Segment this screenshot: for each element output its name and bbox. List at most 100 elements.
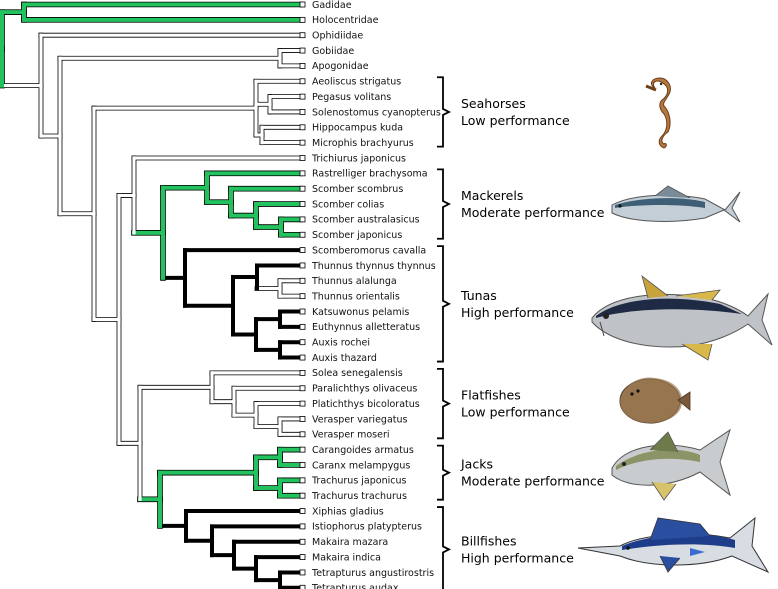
group-performance: Moderate performance — [461, 474, 605, 489]
tip-marker — [299, 293, 306, 300]
taxon-label: Paralichthys olivaceus — [312, 384, 417, 395]
tip-marker — [299, 569, 306, 576]
taxon-label: Scomber australasicus — [312, 215, 420, 226]
tip-marker — [299, 155, 306, 161]
tip-marker — [299, 462, 306, 468]
group-labels: Seahorses Low performance Mackerels Moderat… — [460, 96, 605, 565]
tip-marker — [299, 354, 306, 361]
tip-marker — [299, 538, 306, 545]
group-bracket — [437, 245, 452, 363]
taxon-label: Gadidae — [312, 0, 352, 11]
group-performance: Low performance — [461, 113, 570, 128]
taxon-label: Auxis thazard — [312, 353, 377, 364]
taxon-label: Makaira indica — [312, 552, 381, 563]
tip-marker — [299, 47, 306, 54]
tip-marker — [299, 1, 306, 8]
group-name: Billfishes — [461, 533, 517, 548]
jack-icon — [611, 428, 731, 501]
tip-marker — [299, 170, 306, 177]
tip-marker — [299, 492, 306, 499]
taxon-label: Gobiidae — [312, 46, 354, 57]
taxon-label: Platichthys bicoloratus — [312, 399, 420, 410]
taxon-label: Scomber japonicus — [312, 230, 402, 241]
tip-marker — [299, 308, 306, 315]
group-bracket — [437, 444, 452, 501]
taxon-label: Trachurus trachurus — [311, 491, 407, 502]
tip-marker — [299, 584, 306, 589]
tip-marker — [299, 216, 306, 223]
taxon-label: Scomberomorus cavalla — [312, 245, 426, 256]
taxon-label: Scomber scombrus — [312, 184, 403, 195]
mackerel-icon — [611, 185, 741, 223]
taxon-label: Trachurus japonicus — [311, 476, 407, 487]
tuna-icon — [591, 274, 773, 361]
tip-marker — [299, 369, 306, 376]
tip-marker — [299, 185, 306, 192]
tip-marker — [299, 262, 306, 269]
group-name: Jacks — [460, 457, 493, 472]
tip-marker — [299, 32, 306, 39]
taxon-labels: Gadidae Holocentridae Ophidiidae Gobiidae Ap… — [299, 0, 441, 589]
tip-marker — [299, 508, 306, 514]
group-performance: Moderate performance — [461, 205, 605, 220]
group-bracket — [437, 168, 452, 240]
taxon-label: Microphis brachyurus — [312, 138, 414, 149]
taxon-label: Xiphias gladius — [312, 506, 384, 517]
taxon-label: Ophidiidae — [312, 31, 363, 42]
taxon-label: Carangoides armatus — [312, 445, 414, 456]
tip-marker — [299, 63, 306, 69]
group-name: Seahorses — [461, 96, 526, 111]
taxon-label: Verasper moseri — [312, 430, 390, 441]
tip-marker — [299, 231, 306, 238]
tip-marker — [299, 124, 306, 131]
group-performance: High performance — [461, 550, 574, 565]
taxon-label: Makaira mazara — [312, 537, 388, 548]
taxon-label: Verasper variegatus — [312, 414, 408, 425]
taxon-label: Thunnus alalunga — [311, 276, 397, 287]
tip-marker — [299, 477, 306, 484]
taxon-label: Trichiurus japonicus — [311, 153, 406, 164]
group-bracket — [437, 368, 452, 440]
taxon-label: Pegasus volitans — [312, 92, 391, 103]
tree-branches — [0, 1, 303, 589]
taxon-label: Solea senegalensis — [312, 368, 403, 379]
tip-marker — [299, 247, 306, 254]
taxon-label: Tetrapturus audax — [311, 583, 399, 589]
taxon-label: Rastrelliger brachysoma — [312, 169, 428, 180]
tip-marker — [299, 277, 306, 284]
tip-marker — [299, 554, 306, 560]
tip-marker — [299, 400, 306, 407]
tip-marker — [299, 139, 306, 146]
flatfish-icon — [619, 377, 691, 424]
taxon-label: Caranx melampygus — [312, 460, 410, 471]
taxon-label: Auxis rochei — [312, 338, 370, 349]
group-brackets — [437, 76, 452, 589]
group-name: Tunas — [460, 288, 497, 303]
taxon-label: Scomber colias — [312, 199, 384, 210]
taxon-label: Aeoliscus strigatus — [312, 77, 401, 88]
taxon-label: Apogonidae — [312, 61, 369, 72]
group-bracket — [437, 76, 452, 148]
seahorse-icon — [645, 77, 671, 149]
group-bracket — [437, 506, 452, 589]
tip-marker — [299, 323, 306, 330]
taxon-label: Katsuwonus pelamis — [312, 307, 409, 318]
taxon-label: Thunnus thynnus thynnus — [311, 261, 436, 272]
group-name: Mackerels — [461, 188, 523, 203]
tip-marker — [299, 93, 306, 100]
group-performance: High performance — [461, 305, 574, 320]
taxon-label: Thunnus orientalis — [311, 291, 400, 302]
tip-marker — [299, 446, 306, 453]
tip-marker — [299, 78, 306, 85]
taxon-label: Holocentridae — [312, 15, 379, 26]
tip-marker — [299, 431, 306, 438]
taxon-label: Solenostomus cyanopterus — [312, 107, 441, 118]
tip-marker — [299, 109, 306, 115]
tip-marker — [299, 339, 306, 346]
group-name: Flatfishes — [461, 388, 521, 403]
tip-marker — [299, 16, 306, 23]
marlin-icon — [577, 516, 770, 574]
taxon-label: Tetrapturus angustirostris — [311, 568, 434, 579]
group-performance: Low performance — [461, 405, 570, 420]
